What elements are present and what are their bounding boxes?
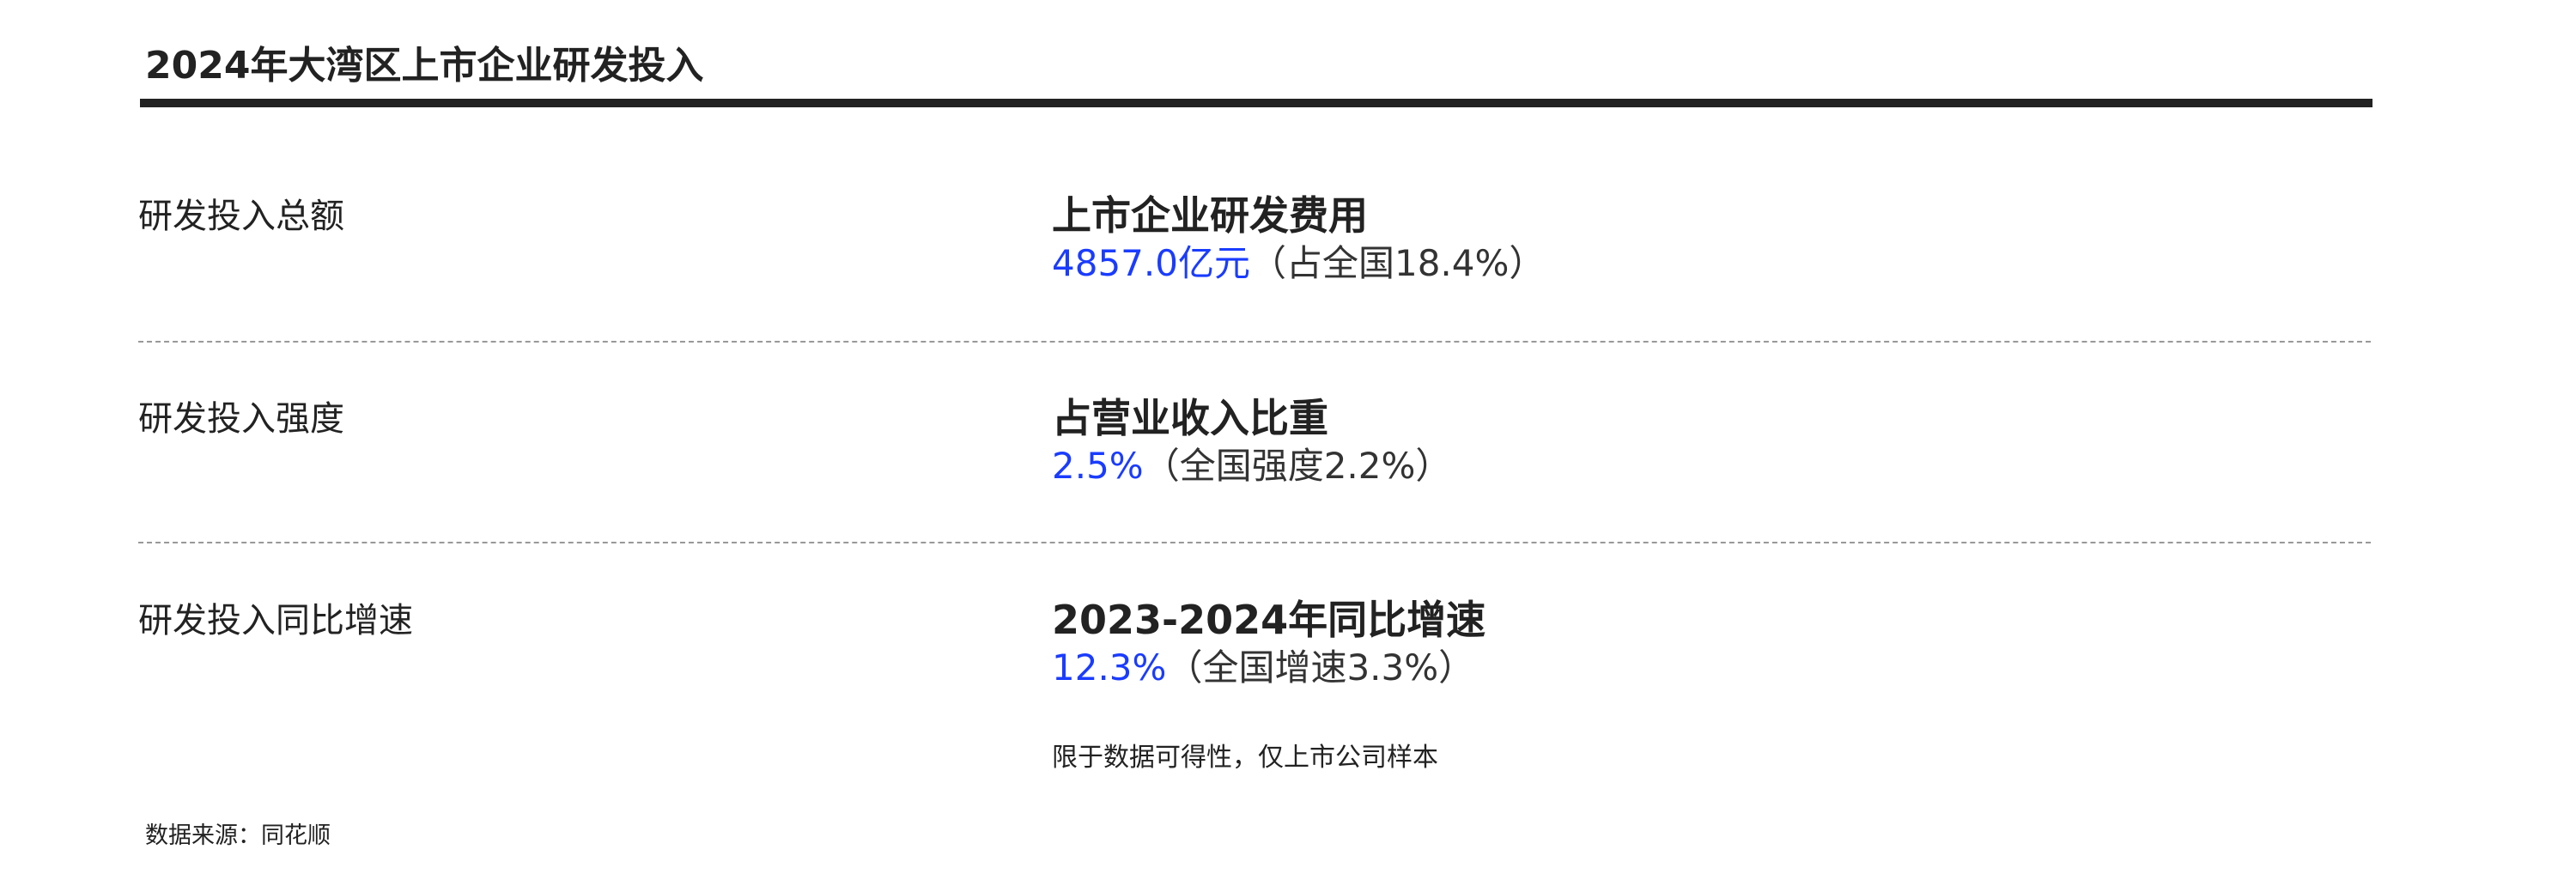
page-title: 2024年大湾区上市企业研发投入 <box>145 44 704 88</box>
value-comparison: （全国强度2.2%） <box>1143 445 1452 487</box>
row-heading-growth: 2023-2024年同比增速 <box>1052 597 1486 643</box>
title-underline <box>140 99 2372 107</box>
value-comparison: （占全国18.4%） <box>1249 242 1546 284</box>
value-comparison: （全国增速3.3%） <box>1166 646 1475 689</box>
row-value-growth: 12.3%（全国增速3.3%） <box>1052 650 1474 686</box>
data-source: 数据来源：同花顺 <box>145 822 331 849</box>
row-value-total: 4857.0亿元（占全国18.4%） <box>1052 246 1545 282</box>
divider <box>138 341 2371 343</box>
divider <box>138 542 2371 543</box>
footnote: 限于数据可得性，仅上市公司样本 <box>1052 743 1438 773</box>
row-heading-total: 上市企业研发费用 <box>1052 192 1368 239</box>
row-label-intensity: 研发投入强度 <box>138 399 344 439</box>
row-heading-intensity: 占营业收入比重 <box>1052 395 1328 441</box>
row-label-total: 研发投入总额 <box>138 197 344 236</box>
value-highlight: 12.3% <box>1052 646 1167 689</box>
value-highlight: 4857.0亿元 <box>1052 242 1250 284</box>
row-label-growth: 研发投入同比增速 <box>138 601 413 640</box>
row-value-intensity: 2.5%（全国强度2.2%） <box>1052 448 1451 484</box>
value-highlight: 2.5% <box>1052 445 1144 487</box>
